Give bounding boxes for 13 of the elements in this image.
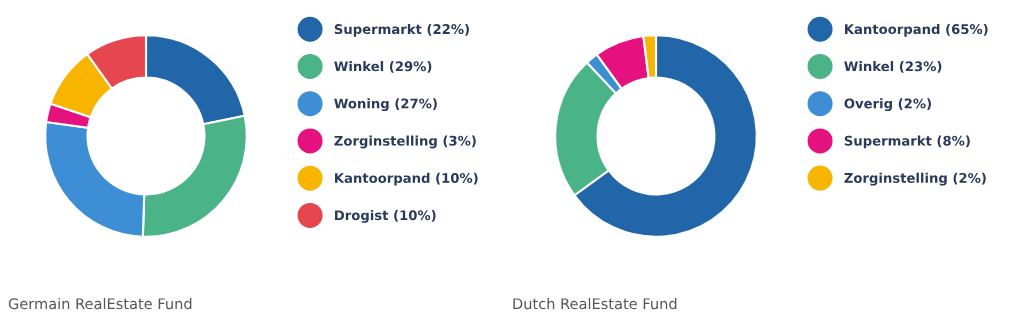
legend-label: Supermarkt (22%) [334, 23, 469, 37]
legend-label: Zorginstelling (3%) [334, 135, 476, 149]
legend-label: Woning (27%) [334, 98, 437, 112]
legend-label: Kantoorpand (10%) [335, 172, 478, 186]
legend-label: Winkel (23%) [844, 61, 942, 73]
legend-label: Drogist (10%) [335, 209, 436, 223]
text: Germain RealEstate Fund [8, 297, 192, 310]
legend-label: Supermarkt (8%) [844, 135, 970, 149]
text: Dutch RealEstate Fund [513, 297, 677, 310]
legend-label: Winkel (29%) [334, 61, 432, 73]
legend-label: Zorginstelling (2%) [844, 172, 986, 186]
legend-label: Kantoorpand (65%) [845, 23, 988, 37]
legend-label: Overig (2%) [844, 98, 931, 112]
